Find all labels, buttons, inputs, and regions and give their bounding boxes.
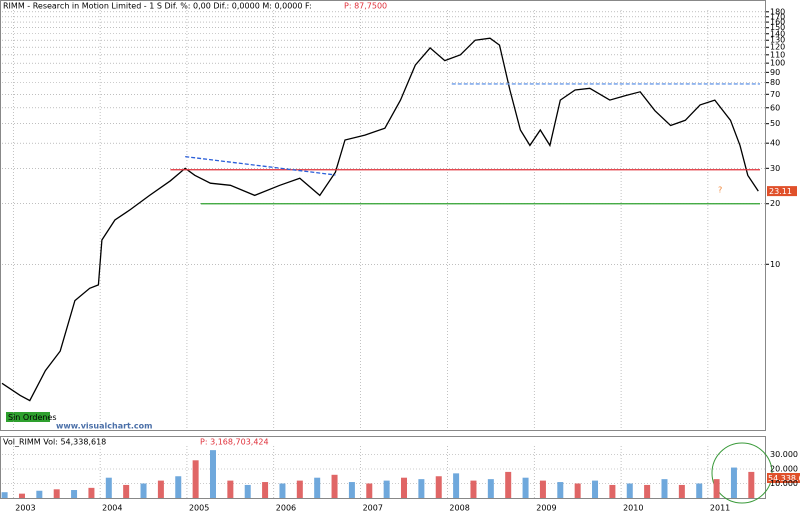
level-line (185, 155, 336, 176)
y-tick-label: 70 (770, 90, 780, 99)
volume-bar (36, 490, 43, 498)
y-tick-label: 90 (770, 68, 780, 77)
volume-bar (192, 460, 199, 498)
y-tick-label: 140 (770, 29, 785, 38)
x-tick-label: 2010 (623, 504, 643, 513)
volume-bar (678, 484, 685, 498)
y-tick-label: 80 (770, 78, 780, 87)
x-tick-label: 2008 (449, 504, 469, 513)
volume-bar (262, 482, 269, 498)
chart-title: RIMM - Research in Motion Limited - 1 S … (3, 2, 312, 11)
y-tick-label: 10.000 (770, 479, 798, 488)
y-tick-label: 60 (770, 103, 780, 112)
volume-bar (557, 482, 564, 498)
volume-bar (383, 480, 390, 498)
volume-bar (244, 484, 251, 498)
website: www.visualchart.com (56, 422, 152, 431)
volume-bar (227, 480, 234, 498)
price-info: P: 87,7500 (344, 2, 387, 11)
last-price-badge (767, 186, 797, 197)
volume-last-label: 54.338.6 (768, 474, 800, 483)
volume-bar (105, 477, 112, 498)
volume-bar (453, 473, 460, 498)
volume-bar (53, 489, 60, 498)
volume-bar (314, 477, 321, 498)
y-tick-label: 130 (770, 36, 785, 45)
volume-bar (348, 482, 355, 498)
volume-bar (487, 479, 494, 498)
volume-bar (748, 471, 755, 498)
y-tick-label: 20 (770, 199, 780, 208)
volume-bar (279, 483, 286, 498)
y-tick-label: 40 (770, 139, 780, 148)
status: Sin Ordenes (8, 413, 57, 422)
volume-bar (574, 483, 581, 498)
y-tick-label: 180 (770, 7, 785, 16)
price-panel (0, 0, 766, 431)
volume-panel (0, 436, 766, 499)
volume-bar (331, 474, 338, 498)
y-tick-label: 160 (770, 18, 785, 27)
y-tick-label: 100 (770, 59, 785, 68)
y-tick-label: 170 (770, 12, 785, 21)
volume-bar (644, 484, 651, 498)
volume-bar (435, 476, 442, 498)
volume-bar (626, 483, 633, 498)
volume-info: P: 3,168,703,424 (200, 438, 269, 447)
volume-bar (123, 484, 130, 498)
x-tick-label: 2006 (276, 504, 296, 513)
volume-bar (522, 477, 529, 498)
volume-bar (296, 480, 303, 498)
volume-bar (140, 483, 147, 498)
volume-bar (209, 450, 216, 498)
volume-bar (418, 479, 425, 498)
volume-bar (18, 493, 25, 498)
price-line (1, 37, 759, 402)
x-tick-label: 2003 (15, 504, 35, 513)
y-tick-label: 110 (770, 50, 785, 59)
volume-title: Vol_RIMM Vol: 54,338,618 (3, 438, 106, 447)
y-tick-label: 30 (770, 164, 780, 173)
volume-bar (88, 487, 95, 498)
volume-bar (157, 480, 164, 498)
volume-bar (713, 479, 720, 498)
x-tick-label: 2011 (710, 504, 730, 513)
volume-last-badge (767, 473, 800, 483)
x-tick-label: 2007 (363, 504, 383, 513)
volume-bar (592, 480, 599, 498)
volume-bar (175, 476, 182, 498)
volume-bar (366, 483, 373, 498)
last-price-label: 23.11 (769, 187, 792, 196)
volume-bar (71, 490, 78, 498)
volume-bar (401, 477, 408, 498)
y-tick-label: 30.000 (770, 450, 798, 459)
x-tick-label: 2005 (189, 504, 209, 513)
y-tick-label: 50 (770, 119, 780, 128)
volume-bar (730, 467, 737, 498)
volume-bar (470, 480, 477, 498)
volume-bar (696, 483, 703, 498)
volume-bar (1, 492, 8, 498)
y-tick-label: 20.000 (770, 465, 798, 474)
status-badge (6, 412, 50, 422)
volume-bar (539, 480, 546, 498)
y-tick-label: 120 (770, 43, 785, 52)
y-tick-label: 150 (770, 23, 785, 32)
y-tick-label: 10 (770, 260, 780, 269)
marker: ? (718, 186, 722, 195)
volume-bar (505, 471, 512, 498)
x-tick-label: 2004 (102, 504, 122, 513)
volume-bar (609, 484, 616, 498)
volume-bar (661, 479, 668, 498)
x-tick-label: 2009 (536, 504, 556, 513)
